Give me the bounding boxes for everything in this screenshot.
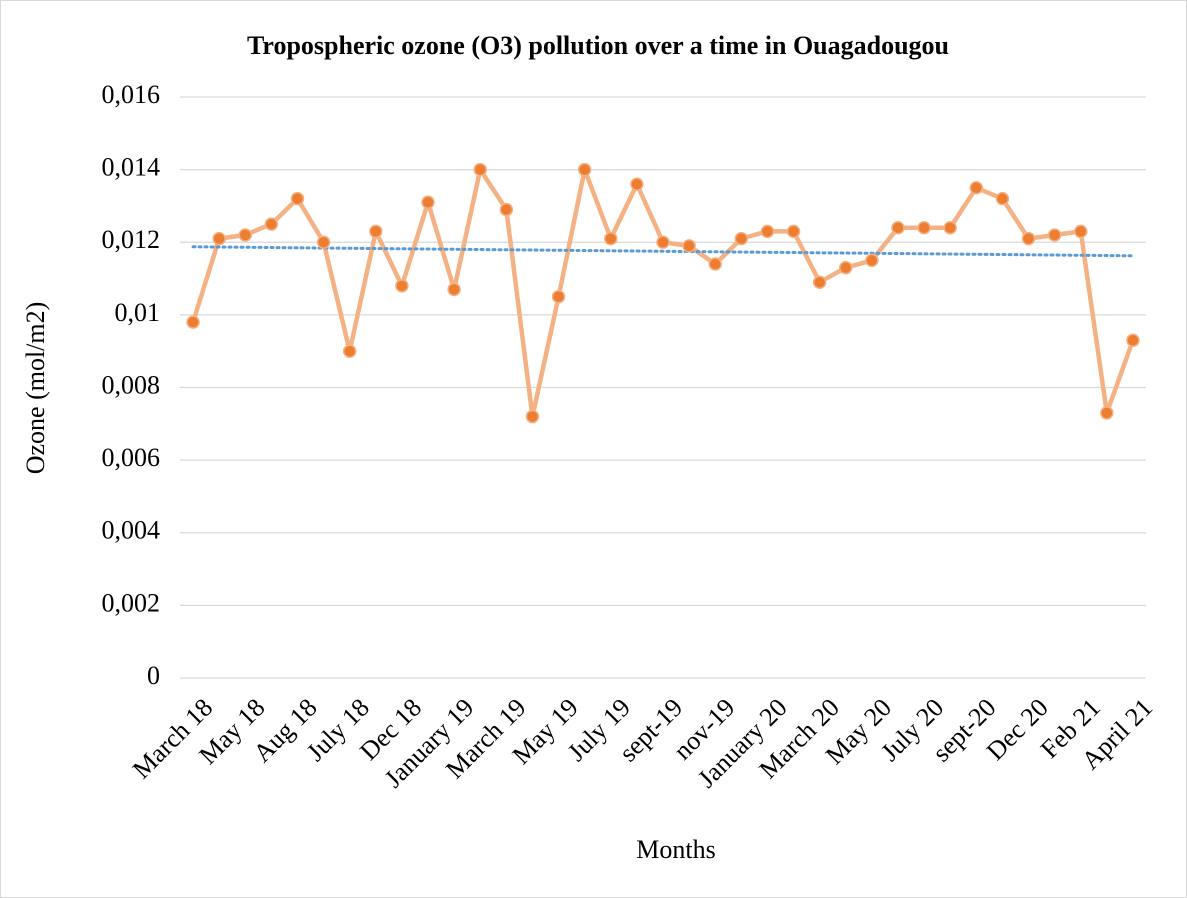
y-tick-label: 0,01 xyxy=(115,298,161,327)
data-point xyxy=(969,181,984,195)
data-point xyxy=(186,315,200,329)
data-point xyxy=(865,253,879,268)
data-point xyxy=(342,344,357,358)
data-point xyxy=(839,260,853,275)
data-point xyxy=(264,217,279,231)
data-point xyxy=(786,224,801,239)
data-point xyxy=(290,191,305,206)
data-point xyxy=(395,279,409,293)
data-point xyxy=(421,195,435,210)
y-axis-title: Ozone (mol/m2) xyxy=(21,302,50,475)
y-tick-label: 0,014 xyxy=(102,153,161,182)
data-point xyxy=(943,220,957,235)
data-point xyxy=(1047,228,1062,242)
data-point xyxy=(551,289,566,304)
data-point xyxy=(630,177,644,191)
y-tick-label: 0 xyxy=(147,661,160,690)
data-point xyxy=(604,231,618,246)
data-point xyxy=(447,282,461,297)
data-point xyxy=(238,228,253,242)
data-point xyxy=(1100,406,1114,420)
y-tick-label: 0,012 xyxy=(102,225,161,254)
data-point xyxy=(995,191,1010,206)
x-axis-title: Months xyxy=(636,835,715,864)
data-point xyxy=(525,409,540,424)
data-point xyxy=(499,202,514,217)
trendline xyxy=(191,245,1135,258)
y-tick-label: 0,006 xyxy=(102,443,161,472)
y-tick-label: 0,004 xyxy=(102,516,161,545)
data-point xyxy=(734,231,749,246)
data-point xyxy=(682,239,696,253)
data-point xyxy=(1073,224,1088,239)
chart-title: Tropospheric ozone (O3) pollution over a… xyxy=(247,31,949,60)
data-point xyxy=(760,224,775,239)
data-point xyxy=(473,162,487,177)
data-point xyxy=(316,235,331,249)
data-point xyxy=(1126,333,1140,348)
data-point xyxy=(891,220,905,235)
data-point xyxy=(577,162,592,177)
data-point xyxy=(656,235,670,249)
y-tick-label: 0,008 xyxy=(102,370,161,399)
y-tick-label: 0,016 xyxy=(102,80,161,109)
data-point xyxy=(812,275,827,289)
y-tick-label: 0,002 xyxy=(102,588,161,617)
data-point xyxy=(708,257,722,271)
data-point xyxy=(369,224,383,239)
data-point xyxy=(1021,231,1036,246)
data-point xyxy=(917,220,931,235)
data-point xyxy=(212,231,226,246)
